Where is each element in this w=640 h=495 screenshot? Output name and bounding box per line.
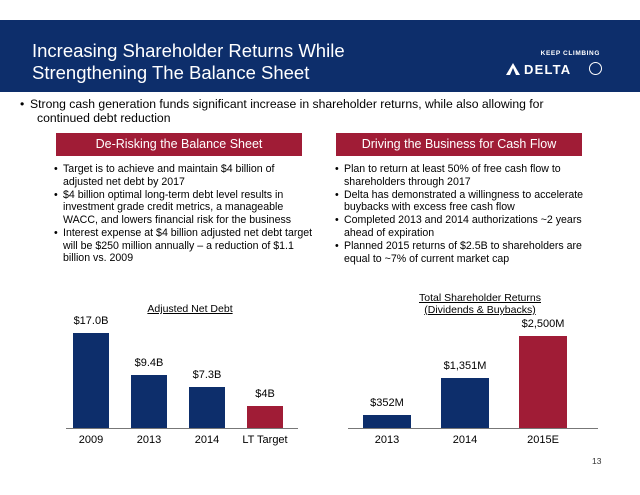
delta-logo: KEEP CLIMBING DELTA [498, 44, 608, 84]
bar-2014 [189, 387, 225, 428]
cash-flow-bullet-list: Plan to return at least 50% of free cash… [335, 163, 600, 266]
x-tick-label: 2013 [374, 434, 400, 446]
data-label: $4B [255, 387, 275, 400]
data-label: $9.4B [134, 357, 164, 370]
lead-bullet: • Strong cash generation funds significa… [20, 97, 620, 125]
bullet-item: $4 billion optimal long-term debt level … [54, 189, 314, 227]
x-tick-label: 2014 [194, 434, 220, 446]
data-label: $7.3B [192, 369, 222, 382]
section-heading-cash-flow: Driving the Business for Cash Flow [336, 133, 582, 156]
bullet-item: Target is to achieve and maintain $4 bil… [54, 163, 314, 188]
lead-bullet-line2: continued debt reduction [37, 111, 171, 125]
bar-2015e [519, 336, 567, 428]
x-axis-line [348, 428, 598, 429]
registered-mark-icon [589, 62, 602, 75]
bullet-item: Interest expense at $4 billion adjusted … [54, 227, 314, 265]
x-tick-label: 2014 [452, 434, 478, 446]
lead-bullet-line1: Strong cash generation funds significant… [30, 97, 544, 111]
bar-lt-target [247, 405, 283, 428]
x-tick-label: 2009 [78, 434, 104, 446]
data-label: $17.0B [73, 315, 109, 327]
slide-title: Increasing Shareholder Returns While Str… [32, 40, 472, 84]
data-label: $2,500M [521, 318, 565, 330]
shareholder-returns-chart: Total Shareholder Returns (Dividends & B… [320, 288, 640, 458]
bullet-item: Plan to return at least 50% of free cash… [335, 163, 600, 188]
x-tick-label: 2013 [136, 434, 162, 446]
bullet-item: Planned 2015 returns of $2.5B to shareho… [335, 240, 600, 265]
chart-title: Total Shareholder Returns (Dividends & B… [380, 292, 580, 316]
bullet-item: Completed 2013 and 2014 authorizations ~… [335, 214, 600, 239]
bar-2013 [131, 375, 167, 428]
bar-2009 [73, 333, 109, 428]
delta-widget-icon [506, 63, 520, 75]
bar-2014 [441, 378, 489, 428]
logo-wordmark: DELTA [524, 62, 572, 77]
section-heading-derisking: De-Risking the Balance Sheet [56, 133, 302, 156]
slide-title-line2: Strengthening The Balance Sheet [32, 62, 310, 83]
lead-bullet-dot: • [20, 97, 25, 111]
x-tick-label: LT Target [242, 434, 288, 446]
x-tick-label: 2015E [527, 434, 559, 446]
chart-title-line2: (Dividends & Buybacks) [424, 304, 536, 316]
derisking-bullet-list: Target is to achieve and maintain $4 bil… [54, 163, 314, 265]
chart-title: Adjusted Net Debt [147, 303, 233, 315]
bar-2013 [363, 415, 411, 428]
data-label: $1,351M [443, 360, 487, 373]
data-label: $352M [370, 397, 404, 410]
adjusted-net-debt-chart: Adjusted Net Debt $17.0B 2009 $9.4B 2013 $7.… [0, 298, 320, 458]
logo-tagline: KEEP CLIMBING [540, 50, 600, 57]
title-banner: Increasing Shareholder Returns While Str… [0, 20, 640, 92]
bullet-item: Delta has demonstrated a willingness to … [335, 189, 600, 214]
x-axis-line [66, 428, 298, 429]
chart-title-line1: Total Shareholder Returns [419, 292, 541, 304]
page-number: 13 [592, 456, 602, 466]
slide-title-line1: Increasing Shareholder Returns While [32, 40, 345, 61]
